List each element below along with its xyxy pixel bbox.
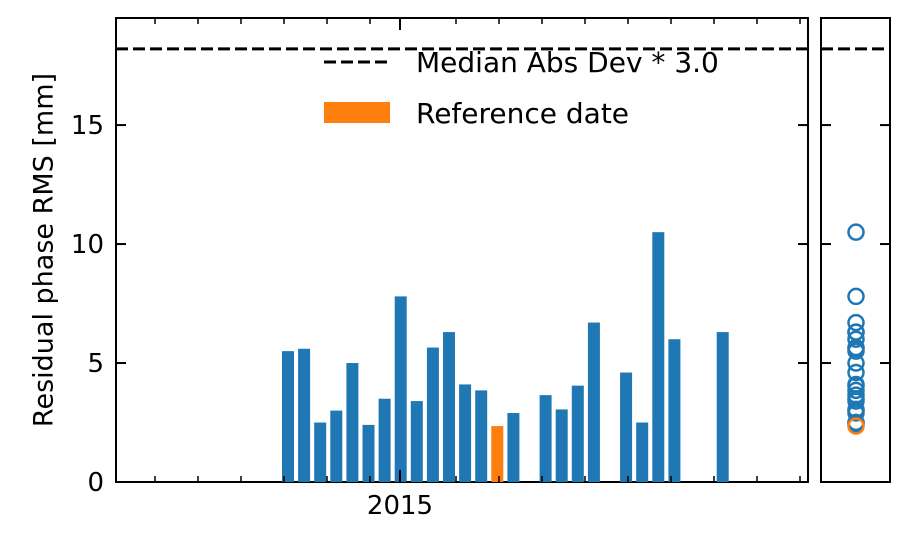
point-reference-date <box>847 417 865 435</box>
bar <box>636 422 649 482</box>
bar <box>459 384 472 482</box>
y-axis-label: Residual phase RMS [mm] <box>29 73 60 427</box>
point <box>847 381 865 400</box>
bar <box>475 390 488 482</box>
bar <box>539 395 552 482</box>
y-tick-label: 10 <box>71 230 104 260</box>
side-plot-frame <box>820 17 891 483</box>
points-group <box>847 223 865 435</box>
bar <box>330 410 343 482</box>
bar <box>314 422 327 482</box>
bar <box>652 232 665 482</box>
legend-reference-label: Reference date <box>416 97 629 130</box>
point <box>847 363 865 382</box>
legend-threshold-label: Median Abs Dev * 3.0 <box>416 46 719 79</box>
bar <box>298 348 311 482</box>
y-tick-label: 15 <box>71 111 104 141</box>
point <box>847 330 865 348</box>
bar <box>507 412 520 482</box>
x-tick-label-2015: 2015 <box>367 491 433 521</box>
bar <box>620 372 633 482</box>
bar <box>362 424 375 482</box>
bar <box>378 398 391 482</box>
point <box>847 323 865 341</box>
point <box>847 376 865 395</box>
bar <box>394 296 407 482</box>
bar <box>443 332 455 482</box>
legend: Median Abs Dev * 3.0 Reference date <box>324 46 719 130</box>
y-ticks-group: 0 5 10 15 <box>71 111 890 498</box>
bar-reference-date <box>491 426 504 482</box>
y-tick-label: 0 <box>87 468 104 498</box>
legend-reference-swatch <box>324 102 390 123</box>
point <box>847 313 865 332</box>
bar <box>668 339 681 482</box>
point <box>847 400 865 419</box>
point <box>847 287 865 306</box>
point <box>847 223 865 241</box>
x-ticks-group <box>154 18 801 482</box>
bar <box>410 401 423 482</box>
bar <box>716 332 729 482</box>
bars-group <box>282 232 729 482</box>
y-tick-label: 5 <box>87 349 104 379</box>
bar <box>282 351 294 482</box>
bar <box>426 347 439 482</box>
bar <box>346 363 359 482</box>
bar <box>587 322 600 482</box>
bar <box>571 385 584 482</box>
bar <box>555 409 568 482</box>
